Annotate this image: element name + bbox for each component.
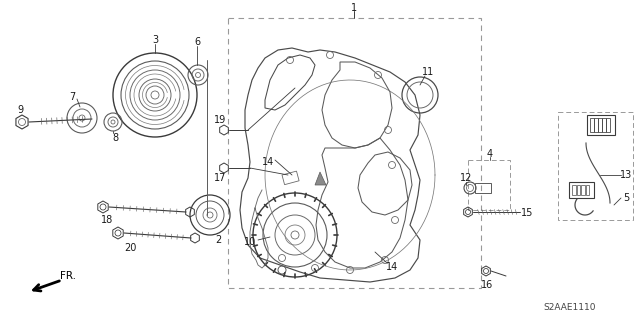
Text: 7: 7 — [69, 92, 75, 102]
Bar — [468, 160, 510, 210]
Bar — [577, 185, 580, 195]
Bar — [586, 185, 589, 195]
Text: 20: 20 — [124, 243, 136, 253]
Text: 2: 2 — [215, 235, 221, 245]
Bar — [475, 183, 491, 193]
Text: 10: 10 — [244, 237, 256, 247]
Text: S2AAE1110: S2AAE1110 — [544, 303, 596, 313]
Bar — [594, 118, 598, 132]
Text: 9: 9 — [17, 105, 23, 115]
Text: 17: 17 — [214, 173, 226, 183]
Text: FR.: FR. — [60, 271, 76, 281]
Text: 14: 14 — [386, 262, 398, 272]
Text: 19: 19 — [214, 115, 226, 125]
Bar — [598, 118, 602, 132]
Bar — [558, 112, 633, 220]
Bar — [581, 185, 584, 195]
Text: 13: 13 — [620, 170, 632, 180]
Text: 18: 18 — [101, 215, 113, 225]
Text: 4: 4 — [487, 149, 493, 159]
Text: 8: 8 — [112, 133, 118, 143]
Bar — [282, 171, 299, 185]
Text: 15: 15 — [521, 208, 533, 218]
Bar — [572, 185, 575, 195]
Bar — [569, 182, 594, 198]
Text: 6: 6 — [194, 37, 200, 47]
Polygon shape — [315, 172, 326, 185]
Bar — [590, 118, 593, 132]
Text: 14: 14 — [262, 157, 274, 167]
Text: 12: 12 — [460, 173, 472, 183]
Bar — [228, 18, 481, 288]
Bar — [606, 118, 609, 132]
Text: 11: 11 — [422, 67, 434, 77]
Text: 5: 5 — [623, 193, 629, 203]
Text: 1: 1 — [351, 3, 357, 13]
Text: 3: 3 — [152, 35, 158, 45]
Bar — [602, 118, 605, 132]
Text: 16: 16 — [481, 280, 493, 290]
Bar — [587, 115, 615, 135]
